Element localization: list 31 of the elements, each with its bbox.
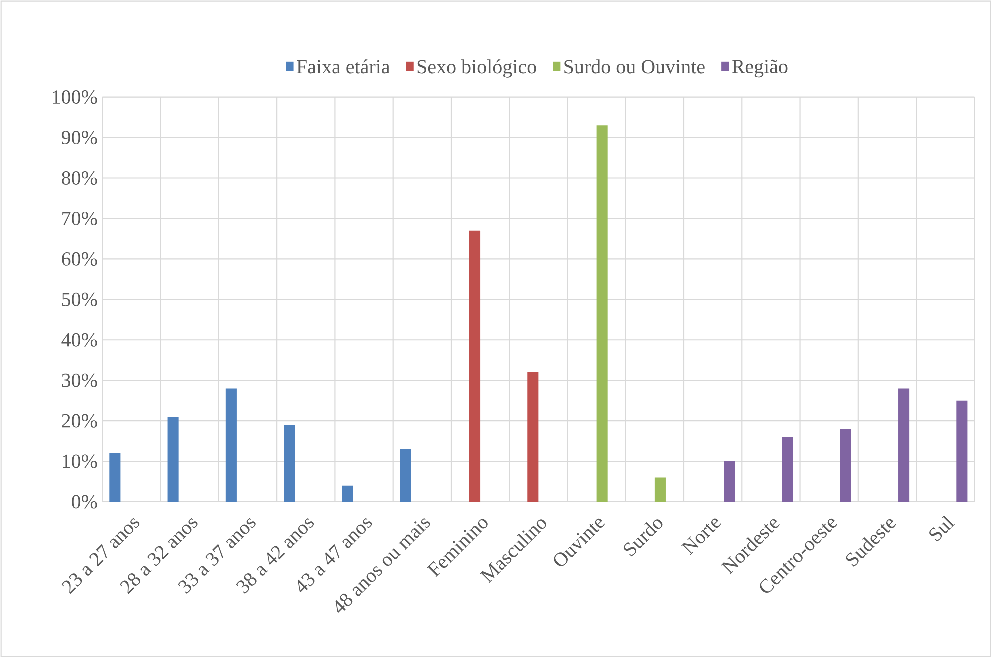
y-tick-label: 60% <box>62 252 98 266</box>
y-tick-label: 50% <box>62 292 98 306</box>
legend-label: Sexo biológico <box>418 60 536 78</box>
bar <box>724 462 736 502</box>
y-tick-label: 80% <box>62 171 98 186</box>
legend-label: Surdo ou Ouvinte <box>564 60 705 74</box>
bar <box>898 388 910 502</box>
bar <box>956 400 968 502</box>
y-tick-label: 30% <box>62 374 98 388</box>
bar <box>226 388 237 502</box>
bar <box>168 417 179 502</box>
y-tick-label: 70% <box>62 212 98 226</box>
bar <box>654 478 666 502</box>
bar <box>528 372 539 502</box>
bar <box>840 429 852 502</box>
bar <box>284 425 296 502</box>
y-tick-label: 40% <box>62 333 98 347</box>
bar <box>782 437 794 502</box>
bar <box>400 449 412 502</box>
bar <box>469 230 481 502</box>
y-tick-label: 10% <box>63 454 98 468</box>
legend-label: Região <box>732 60 788 78</box>
x-tick-label: Sul <box>930 516 956 542</box>
bar <box>342 486 354 502</box>
bar <box>110 453 121 502</box>
y-tick-label: 20% <box>62 414 98 428</box>
y-tick-label: 90% <box>62 131 98 145</box>
legend-label: Faixa etária <box>297 60 390 74</box>
bar <box>596 126 608 502</box>
y-tick-label: 0% <box>72 495 98 509</box>
y-tick-label: 100% <box>53 90 98 104</box>
